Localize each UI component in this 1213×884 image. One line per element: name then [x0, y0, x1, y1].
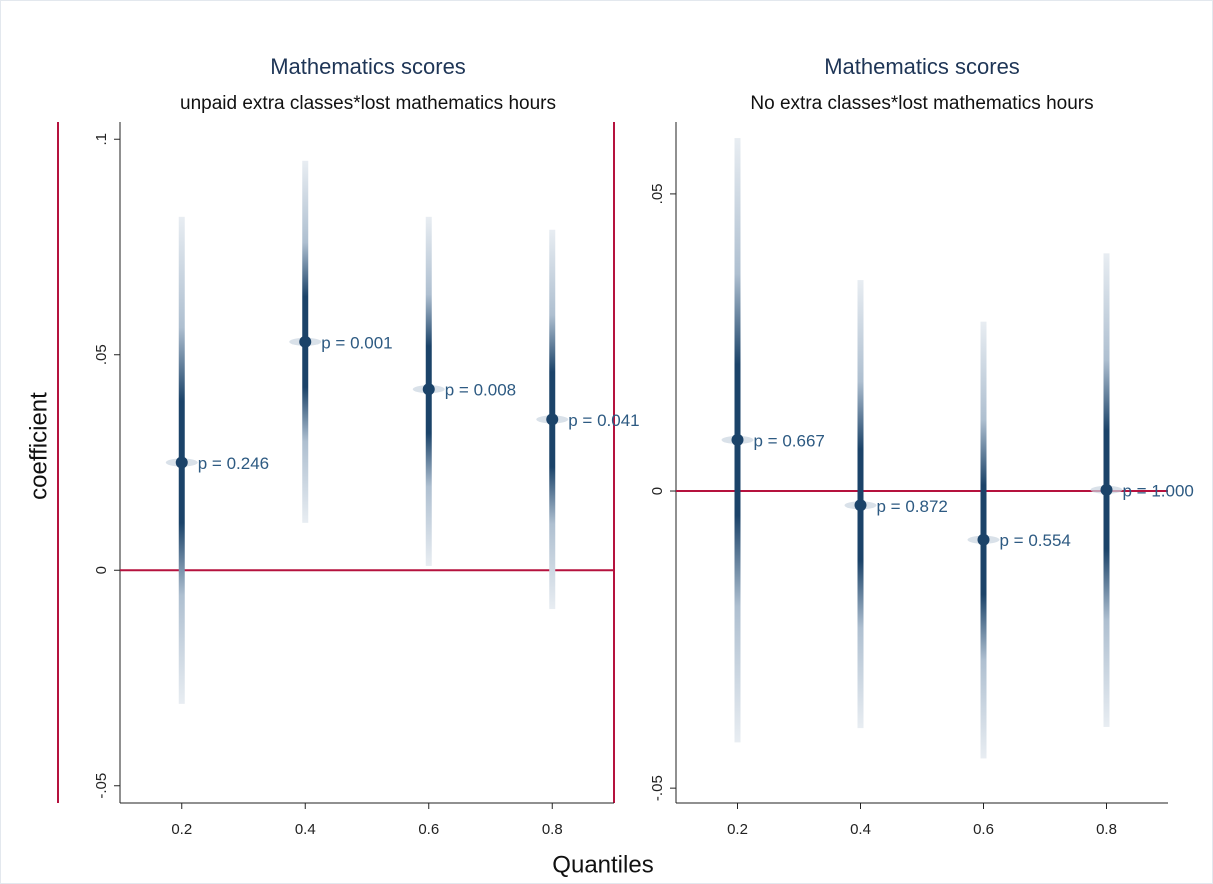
p-value-label: p = 0.001 — [321, 333, 392, 352]
chart-title: Mathematics scores — [270, 54, 466, 79]
chart-title: Mathematics scores — [824, 54, 1020, 79]
estimate — [299, 335, 312, 348]
p-value-label: p = 1.000 — [1123, 481, 1194, 500]
y-tick-label: 0 — [649, 487, 666, 495]
x-tick-label: 0.4 — [850, 821, 871, 838]
y-tick-label: -.05 — [93, 773, 110, 799]
x-tick-label: 0.6 — [973, 821, 994, 838]
chart-subtitle: unpaid extra classes*lost mathematics ho… — [180, 93, 556, 114]
p-value-label: p = 0.554 — [1000, 531, 1071, 550]
x-tick-label: 0.6 — [418, 821, 439, 838]
estimate — [546, 413, 559, 426]
x-tick-label: 0.4 — [295, 821, 316, 838]
estimate — [854, 499, 867, 512]
estimate — [977, 533, 990, 546]
y-tick-label: .05 — [649, 183, 666, 204]
y-tick-label: .1 — [93, 133, 110, 146]
x-tick-label: 0.8 — [1096, 821, 1117, 838]
estimate — [422, 383, 435, 396]
estimate — [1100, 483, 1113, 496]
y-tick-label: .05 — [93, 344, 110, 365]
x-axis-title: Quantiles — [552, 851, 653, 878]
p-value-label: p = 0.008 — [445, 381, 516, 400]
x-tick-label: 0.8 — [542, 821, 563, 838]
x-tick-label: 0.2 — [727, 821, 748, 838]
y-axis-title: coefficient — [25, 392, 52, 500]
p-value-label: p = 0.246 — [198, 454, 269, 473]
x-tick-label: 0.2 — [171, 821, 192, 838]
estimate — [731, 433, 744, 446]
chart-subtitle: No extra classes*lost mathematics hours — [750, 93, 1093, 114]
p-value-label: p = 0.667 — [754, 431, 825, 450]
y-tick-label: 0 — [93, 566, 110, 574]
y-tick-label: -.05 — [649, 775, 666, 801]
estimate — [175, 456, 188, 469]
p-value-label: p = 0.041 — [568, 411, 639, 430]
p-value-label: p = 0.872 — [877, 497, 948, 516]
